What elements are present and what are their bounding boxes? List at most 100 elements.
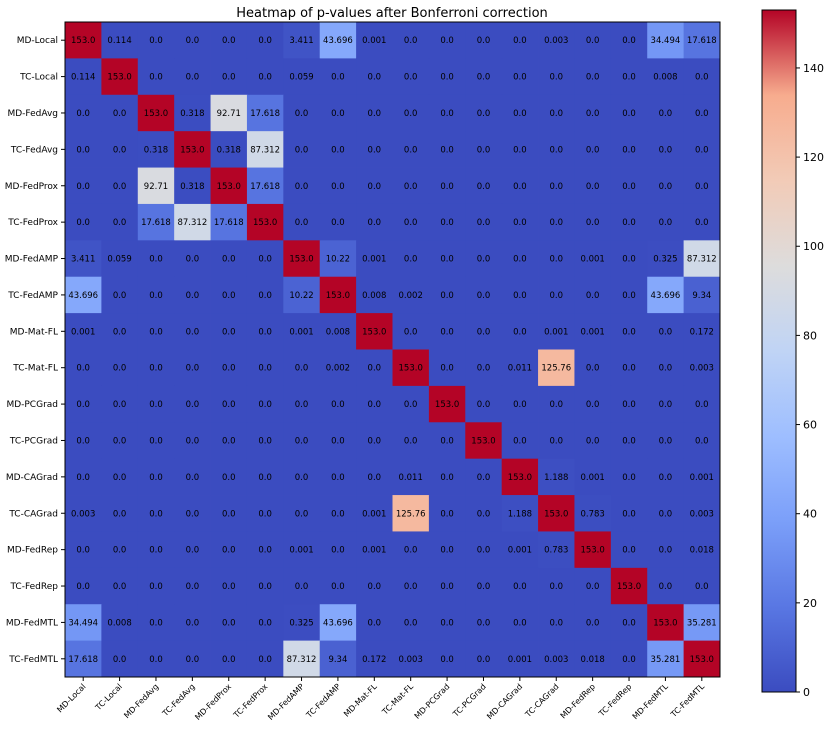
heatmap-cell [174, 167, 211, 205]
heatmap-cell [538, 640, 575, 678]
heatmap-cell [210, 604, 248, 642]
cell-value-label: 10.22 [289, 291, 313, 301]
cell-value-label: 0.0 [695, 582, 709, 592]
heatmap-cell-labels: 153.0 0.114 0.0 0.0 0.0 0.0 3.411 43.696 0.001 0.… [68, 36, 716, 665]
heatmap-cell [283, 385, 321, 423]
heatmap-cell [647, 531, 685, 569]
cell-value-label: 0.0 [295, 473, 309, 483]
cell-value-label: 0.0 [186, 364, 200, 374]
y-tick-label: TC-FedAMP [7, 291, 58, 301]
cell-value-label: 0.0 [549, 255, 563, 265]
heatmap-cell [101, 458, 139, 496]
heatmap-cell [501, 422, 539, 460]
heatmap-cell [137, 94, 175, 132]
heatmap-cell [574, 495, 612, 532]
cell-value-label: 0.0 [295, 400, 309, 410]
cell-value-label: 43.696 [323, 618, 353, 628]
cell-value-label: 0.0 [404, 73, 418, 83]
heatmap-cell [428, 22, 466, 59]
cell-value-label: 3.411 [71, 255, 95, 265]
cell-value-label: 0.0 [149, 327, 163, 337]
cell-value-label: 0.018 [580, 655, 604, 665]
cell-value-label: 0.0 [513, 327, 527, 337]
cell-value-label: 0.0 [659, 473, 673, 483]
heatmap-cell [501, 94, 539, 132]
heatmap-cell [174, 240, 211, 278]
x-tick-label: TC-FedMTL [669, 682, 707, 720]
cell-value-label: 0.0 [404, 36, 418, 46]
x-tick-label: MD-CAGrad [485, 682, 524, 721]
cell-value-label: 0.0 [622, 36, 636, 46]
cell-value-label: 43.696 [68, 291, 98, 301]
cell-value-label: 0.008 [326, 327, 350, 337]
heatmap-cell [574, 131, 612, 168]
heatmap-cell [428, 531, 466, 569]
heatmap-cell [356, 640, 393, 678]
cell-value-label: 0.0 [586, 582, 600, 592]
cell-value-label: 0.0 [477, 218, 491, 228]
y-tick-label: MD-FedMTL [6, 618, 58, 628]
cell-value-label: 17.618 [214, 218, 244, 228]
cell-value-label: 0.001 [580, 473, 604, 483]
heatmap-cell [356, 385, 393, 423]
cell-value-label: 0.0 [113, 218, 127, 228]
heatmap-cell [174, 567, 211, 605]
heatmap-cell [101, 567, 139, 605]
heatmap-cell [574, 604, 612, 642]
cell-value-label: 0.0 [331, 546, 345, 556]
heatmap-cell [610, 458, 648, 496]
heatmap-cell [574, 567, 612, 605]
heatmap-cell [246, 604, 284, 642]
cell-value-label: 153.0 [580, 546, 604, 556]
heatmap-cell [610, 422, 648, 460]
heatmap-cell [174, 203, 211, 241]
heatmap-cell [101, 58, 139, 96]
cell-value-label: 87.312 [287, 655, 317, 665]
cell-value-label: 153.0 [690, 655, 714, 665]
cell-value-label: 0.059 [107, 255, 131, 265]
cell-value-label: 0.0 [186, 436, 200, 446]
cell-value-label: 0.318 [144, 145, 168, 155]
cell-value-label: 0.002 [399, 291, 423, 301]
heatmap-cell [538, 240, 575, 278]
heatmap-cell [65, 240, 102, 278]
heatmap-cell [174, 495, 211, 532]
heatmap-cell [101, 349, 139, 387]
heatmap-cell [210, 167, 248, 205]
cell-value-label: 0.002 [326, 364, 350, 374]
heatmap-cell [683, 94, 721, 132]
heatmap-cell [683, 604, 721, 642]
heatmap-cell [610, 604, 648, 642]
cell-value-label: 0.003 [690, 509, 714, 519]
cell-value-label: 0.0 [113, 364, 127, 374]
heatmap-cell [610, 240, 648, 278]
colorbar-tick-label: 60 [803, 419, 817, 432]
cell-value-label: 0.0 [622, 473, 636, 483]
y-tick-label: MD-Mat-FL [10, 327, 58, 337]
heatmap-cell [101, 94, 139, 132]
cell-value-label: 0.0 [222, 618, 236, 628]
cell-value-label: 153.0 [144, 109, 168, 119]
colorbar [761, 9, 797, 693]
heatmap-cell [319, 349, 357, 387]
cell-value-label: 0.0 [586, 36, 600, 46]
y-tick-label: TC-FedMTL [8, 655, 58, 665]
heatmap-cell [210, 276, 248, 314]
cell-value-label: 0.0 [149, 36, 163, 46]
cell-value-label: 0.0 [477, 182, 491, 192]
cell-value-label: 0.0 [477, 109, 491, 119]
cell-value-label: 0.0 [222, 582, 236, 592]
heatmap-cell [283, 276, 321, 314]
heatmap-cell [574, 349, 612, 387]
cell-value-label: 0.0 [222, 364, 236, 374]
cell-value-label: 0.0 [258, 436, 272, 446]
heatmap-cell [392, 276, 430, 314]
colorbar-tick-label: 80 [803, 329, 817, 342]
cell-value-label: 0.0 [295, 109, 309, 119]
cell-value-label: 0.0 [149, 73, 163, 83]
cell-value-label: 87.312 [250, 145, 280, 155]
cell-value-label: 0.0 [368, 364, 382, 374]
cell-value-label: 0.0 [477, 73, 491, 83]
